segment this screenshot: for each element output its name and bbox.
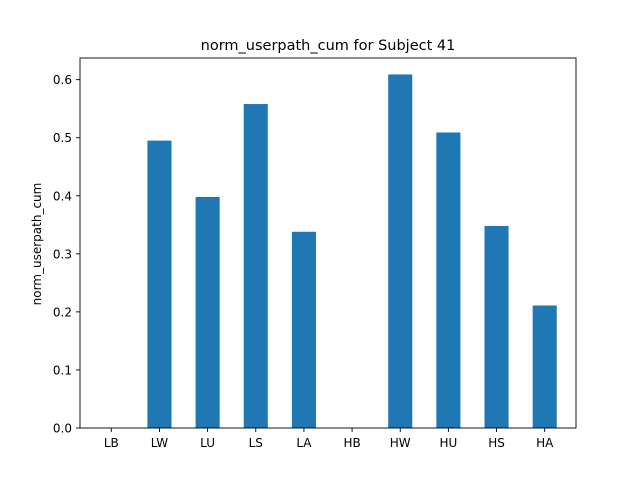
bar-HU <box>436 132 461 429</box>
y-tick-label: 0.4 <box>53 189 72 203</box>
bar-HA <box>532 305 557 428</box>
y-axis-label: norm_userpath_cum <box>30 183 44 306</box>
y-tick-label: 0.1 <box>53 363 72 377</box>
y-tick-label: 0.6 <box>53 73 72 87</box>
bar-LS <box>243 104 268 428</box>
bar-HW <box>388 74 413 429</box>
bar-LA <box>291 231 316 428</box>
bar-LW <box>147 140 172 428</box>
x-tick-label: LW <box>151 436 169 450</box>
chart-title: norm_userpath_cum for Subject 41 <box>201 38 456 54</box>
bars-group <box>147 74 557 429</box>
x-tick-label: LB <box>104 436 119 450</box>
y-tick-label: 0.0 <box>53 422 72 436</box>
y-tick-label: 0.2 <box>53 305 72 319</box>
x-tick-label: LA <box>296 436 312 450</box>
plot-frame <box>79 57 577 429</box>
x-tick-label: HA <box>536 436 554 450</box>
x-axis-ticks: LB LW LU LS LA HB HW HU HS HA <box>104 428 554 450</box>
bar-LU <box>195 196 220 428</box>
bar-HS <box>484 225 509 428</box>
x-tick-label: HU <box>439 436 457 450</box>
y-axis-ticks: 0.0 0.1 0.2 0.3 0.4 0.5 0.6 <box>53 73 80 436</box>
x-tick-label: HS <box>488 436 505 450</box>
y-tick-label: 0.5 <box>53 131 72 145</box>
x-tick-label: HW <box>390 436 411 450</box>
x-tick-label: HB <box>343 436 360 450</box>
y-tick-label: 0.3 <box>53 247 72 261</box>
x-tick-label: LS <box>249 436 263 450</box>
x-tick-label: LU <box>200 436 215 450</box>
